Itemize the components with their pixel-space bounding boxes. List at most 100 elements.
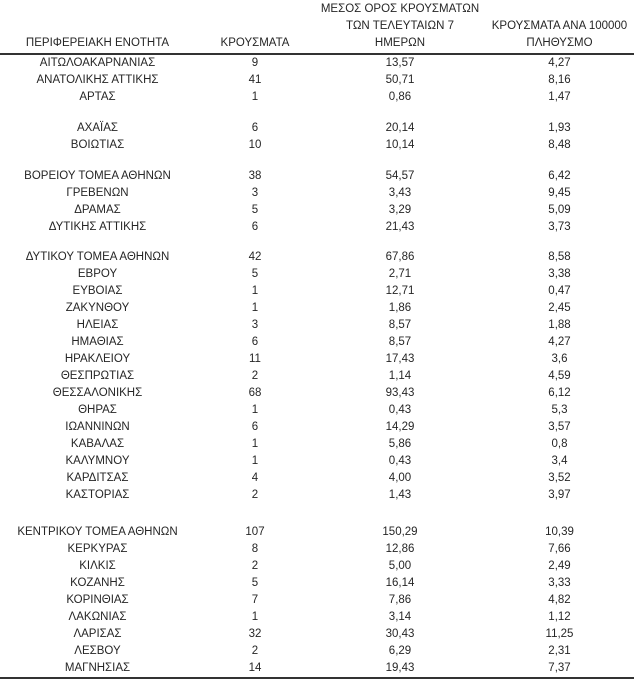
region-name-cell: ΘΗΡΑΣ	[78, 404, 117, 416]
region-name-cell: ΗΜΑΘΙΑΣ	[71, 336, 124, 348]
region-name-cell: ΓΡΕΒΕΝΩΝ	[66, 187, 129, 199]
region-name-cell: ΘΕΣΣΑΛΟΝΙΚΗΣ	[52, 387, 143, 399]
region-name-cell: ΗΛΕΙΑΣ	[76, 319, 119, 331]
region-name-cell: ΛΑΚΩΝΙΑΣ	[68, 611, 127, 623]
table-row: ΘΗΡΑΣ 1 0,43 5,3	[0, 402, 634, 419]
table-row: ΚΙΛΚΙΣ 2 5,00 2,49	[0, 558, 634, 575]
table-row: ΔΥΤΙΚΗΣ ΑΤΤΙΚΗΣ 6 21,43 3,73	[0, 219, 634, 236]
region-name-cell: ΖΑΚΥΝΘΟΥ	[65, 302, 130, 314]
cases-cell: 4	[251, 472, 259, 484]
per100k-cell: 6,12	[548, 387, 571, 399]
cases-cell: 6	[251, 421, 259, 433]
region-name-cell: ΚΑΡΔΙΤΣΑΣ	[66, 472, 129, 484]
column-header-per100k: ΚΡΟΥΣΜΑΤΑ ΑΝΑ 100000 ΠΛΗΘΥΣΜΟ	[485, 0, 634, 53]
per100k-cell: 3,4	[551, 455, 568, 467]
per100k-cell: 3,38	[548, 268, 571, 280]
per100k-cell: 5,09	[548, 204, 571, 216]
cases-cell: 107	[245, 526, 265, 538]
table-section: ΚΕΝΤΡΙΚΟΥ ΤΟΜΕΑ ΑΘΗΝΩΝ 107 150,29 10,39 ΚΕΡΚ…	[0, 524, 634, 677]
avg7-cell: 0,43	[388, 455, 412, 467]
region-name-cell: ΑΧΑΪΑΣ	[77, 122, 118, 134]
column-header-avg7: ΜΕΣΟΣ ΟΡΟΣ ΚΡΟΥΣΜΑΤΩΝ ΤΩΝ ΤΕΛΕΥΤΑΙΩΝ 7 ΗΜΕ…	[315, 0, 485, 53]
table-row: ΜΑΓΝΗΣΙΑΣ 14 19,43 7,37	[0, 660, 634, 677]
column-header-line: ΚΡΟΥΣΜΑΤΑ	[220, 37, 290, 49]
per100k-cell: 3,52	[548, 472, 571, 484]
cases-cell: 14	[248, 662, 262, 674]
avg7-cell: 10,14	[385, 139, 415, 151]
avg7-cell: 93,43	[385, 387, 415, 399]
avg7-cell: 19,43	[385, 662, 415, 674]
cases-cell: 3	[251, 319, 259, 331]
per100k-cell: 4,59	[548, 370, 571, 382]
cases-cell: 5	[251, 204, 259, 216]
per100k-cell: 7,66	[548, 543, 571, 555]
table-row: ΑΙΤΩΛΟΑΚΑΡΝΑΝΙΑΣ 9 13,57 4,27	[0, 55, 634, 72]
avg7-cell: 5,00	[388, 560, 412, 572]
per100k-cell: 3,33	[548, 577, 571, 589]
region-name-cell: ΛΕΣΒΟΥ	[74, 645, 121, 657]
cases-cell: 8	[251, 543, 259, 555]
cases-cell: 11	[249, 353, 261, 365]
cases-cell: 2	[251, 370, 259, 382]
region-name-cell: ΜΑΓΝΗΣΙΑΣ	[64, 662, 131, 674]
table-row: ΗΡΑΚΛΕΙΟΥ 11 17,43 3,6	[0, 351, 634, 368]
per100k-cell: 9,45	[548, 187, 571, 199]
table-row: ΒΟΡΕΙΟΥ ΤΟΜΕΑ ΑΘΗΝΩΝ 38 54,57 6,42	[0, 168, 634, 185]
cases-cell: 3	[251, 187, 259, 199]
per100k-cell: 5,3	[551, 404, 568, 416]
region-name-cell: ΙΩΑΝΝΙΝΩΝ	[65, 421, 130, 433]
region-name-cell: ΚΑΛΥΜΝΟΥ	[65, 455, 130, 467]
cases-cell: 42	[248, 251, 262, 263]
cases-cell: 1	[251, 611, 259, 623]
per100k-cell: 2,49	[548, 560, 571, 572]
column-header-cases: ΚΡΟΥΣΜΑΤΑ	[195, 0, 315, 53]
per100k-cell: 4,27	[548, 336, 571, 348]
avg7-cell: 3,29	[388, 204, 412, 216]
cases-cell: 6	[251, 336, 259, 348]
cases-cell: 1	[251, 91, 259, 103]
per100k-cell: 0,47	[548, 285, 571, 297]
per100k-cell: 2,45	[548, 302, 571, 314]
per100k-cell: 3,57	[548, 421, 571, 433]
avg7-cell: 67,86	[385, 251, 415, 263]
cases-table: ΠΕΡΙΦΕΡΕΙΑΚΗ ΕΝΟΤΗΤΑ ΚΡΟΥΣΜΑΤΑ ΜΕΣΟΣ ΟΡΟΣ …	[0, 0, 634, 679]
cases-cell: 1	[251, 438, 259, 450]
column-header-region: ΠΕΡΙΦΕΡΕΙΑΚΗ ΕΝΟΤΗΤΑ	[0, 0, 195, 53]
region-name-cell: ΚΟΖΑΝΗΣ	[70, 577, 125, 589]
avg7-cell: 4,00	[388, 472, 412, 484]
region-name-cell: ΒΟΡΕΙΟΥ ΤΟΜΕΑ ΑΘΗΝΩΝ	[24, 170, 171, 182]
table-body: ΑΙΤΩΛΟΑΚΑΡΝΑΝΙΑΣ 9 13,57 4,27 ΑΝΑΤΟΛΙΚΗΣ ΑΤΤ…	[0, 55, 634, 677]
table-row: ΚΟΖΑΝΗΣ 5 16,14 3,33	[0, 575, 634, 592]
per100k-cell: 11,25	[545, 628, 574, 640]
avg7-cell: 5,86	[388, 438, 412, 450]
per100k-cell: 1,88	[548, 319, 571, 331]
region-name-cell: ΕΒΡΟΥ	[77, 268, 118, 280]
per100k-cell: 7,37	[548, 662, 571, 674]
table-row: ΔΥΤΙΚΟΥ ΤΟΜΕΑ ΑΘΗΝΩΝ 42 67,86 8,58	[0, 249, 634, 266]
table-row: ΘΕΣΣΑΛΟΝΙΚΗΣ 68 93,43 6,12	[0, 385, 634, 402]
avg7-cell: 12,86	[385, 543, 415, 555]
table-row: ΒΟΙΩΤΙΑΣ 10 10,14 8,48	[0, 137, 634, 154]
avg7-cell: 1,86	[388, 302, 412, 314]
region-name-cell: ΑΙΤΩΛΟΑΚΑΡΝΑΝΙΑΣ	[39, 57, 156, 69]
avg7-cell: 2,71	[388, 268, 412, 280]
table-row: ΑΝΑΤΟΛΙΚΗΣ ΑΤΤΙΚΗΣ 41 50,71 8,16	[0, 72, 634, 89]
per100k-cell: 2,31	[548, 645, 571, 657]
per100k-cell: 8,48	[548, 139, 571, 151]
table-row: ΓΡΕΒΕΝΩΝ 3 3,43 9,45	[0, 185, 634, 202]
table-row: ΖΑΚΥΝΘΟΥ 1 1,86 2,45	[0, 300, 634, 317]
cases-cell: 38	[248, 170, 262, 182]
cases-cell: 32	[248, 628, 262, 640]
cases-cell: 5	[251, 268, 259, 280]
avg7-cell: 20,14	[385, 122, 415, 134]
cases-cell: 1	[251, 285, 259, 297]
avg7-cell: 3,43	[388, 187, 412, 199]
region-name-cell: ΔΥΤΙΚΟΥ ΤΟΜΕΑ ΑΘΗΝΩΝ	[25, 251, 170, 263]
avg7-cell: 1,14	[388, 370, 412, 382]
region-name-cell: ΚΕΝΤΡΙΚΟΥ ΤΟΜΕΑ ΑΘΗΝΩΝ	[17, 526, 178, 538]
table-section: ΑΙΤΩΛΟΑΚΑΡΝΑΝΙΑΣ 9 13,57 4,27 ΑΝΑΤΟΛΙΚΗΣ ΑΤΤ…	[0, 55, 634, 106]
per100k-cell: 8,58	[548, 251, 571, 263]
per100k-cell: 4,82	[548, 594, 571, 606]
table-row: ΚΑΡΔΙΤΣΑΣ 4 4,00 3,52	[0, 470, 634, 487]
cases-cell: 1	[251, 302, 259, 314]
